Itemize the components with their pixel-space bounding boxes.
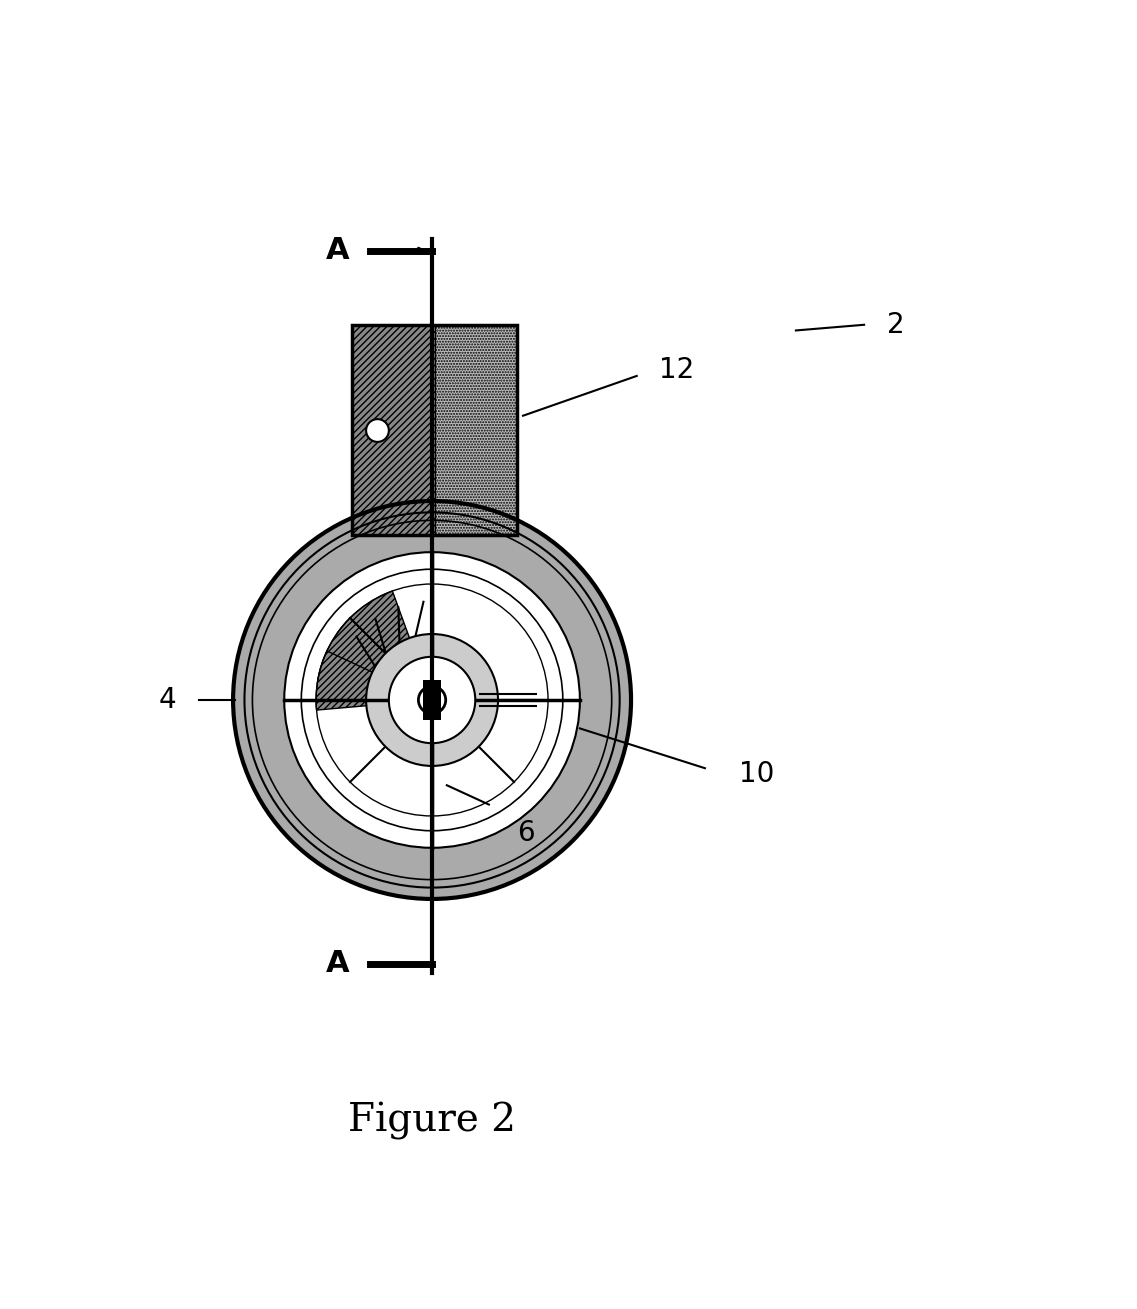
Text: A: A [325,949,349,978]
Bar [423,679,441,720]
Wedge shape [318,618,396,691]
Text: 12: 12 [659,356,695,385]
Text: A: A [325,237,349,266]
Bar [352,325,434,535]
Circle shape [366,419,389,442]
Wedge shape [316,651,385,709]
Text: 4: 4 [158,686,176,713]
Bar [352,325,517,535]
Circle shape [418,686,446,713]
Text: 6: 6 [517,819,536,847]
Circle shape [366,634,498,766]
Text: 2: 2 [887,310,905,339]
Wedge shape [337,590,414,670]
Text: Figure 2: Figure 2 [348,1102,516,1140]
Circle shape [389,657,475,744]
Bar [434,325,517,535]
Text: 10: 10 [739,761,774,788]
